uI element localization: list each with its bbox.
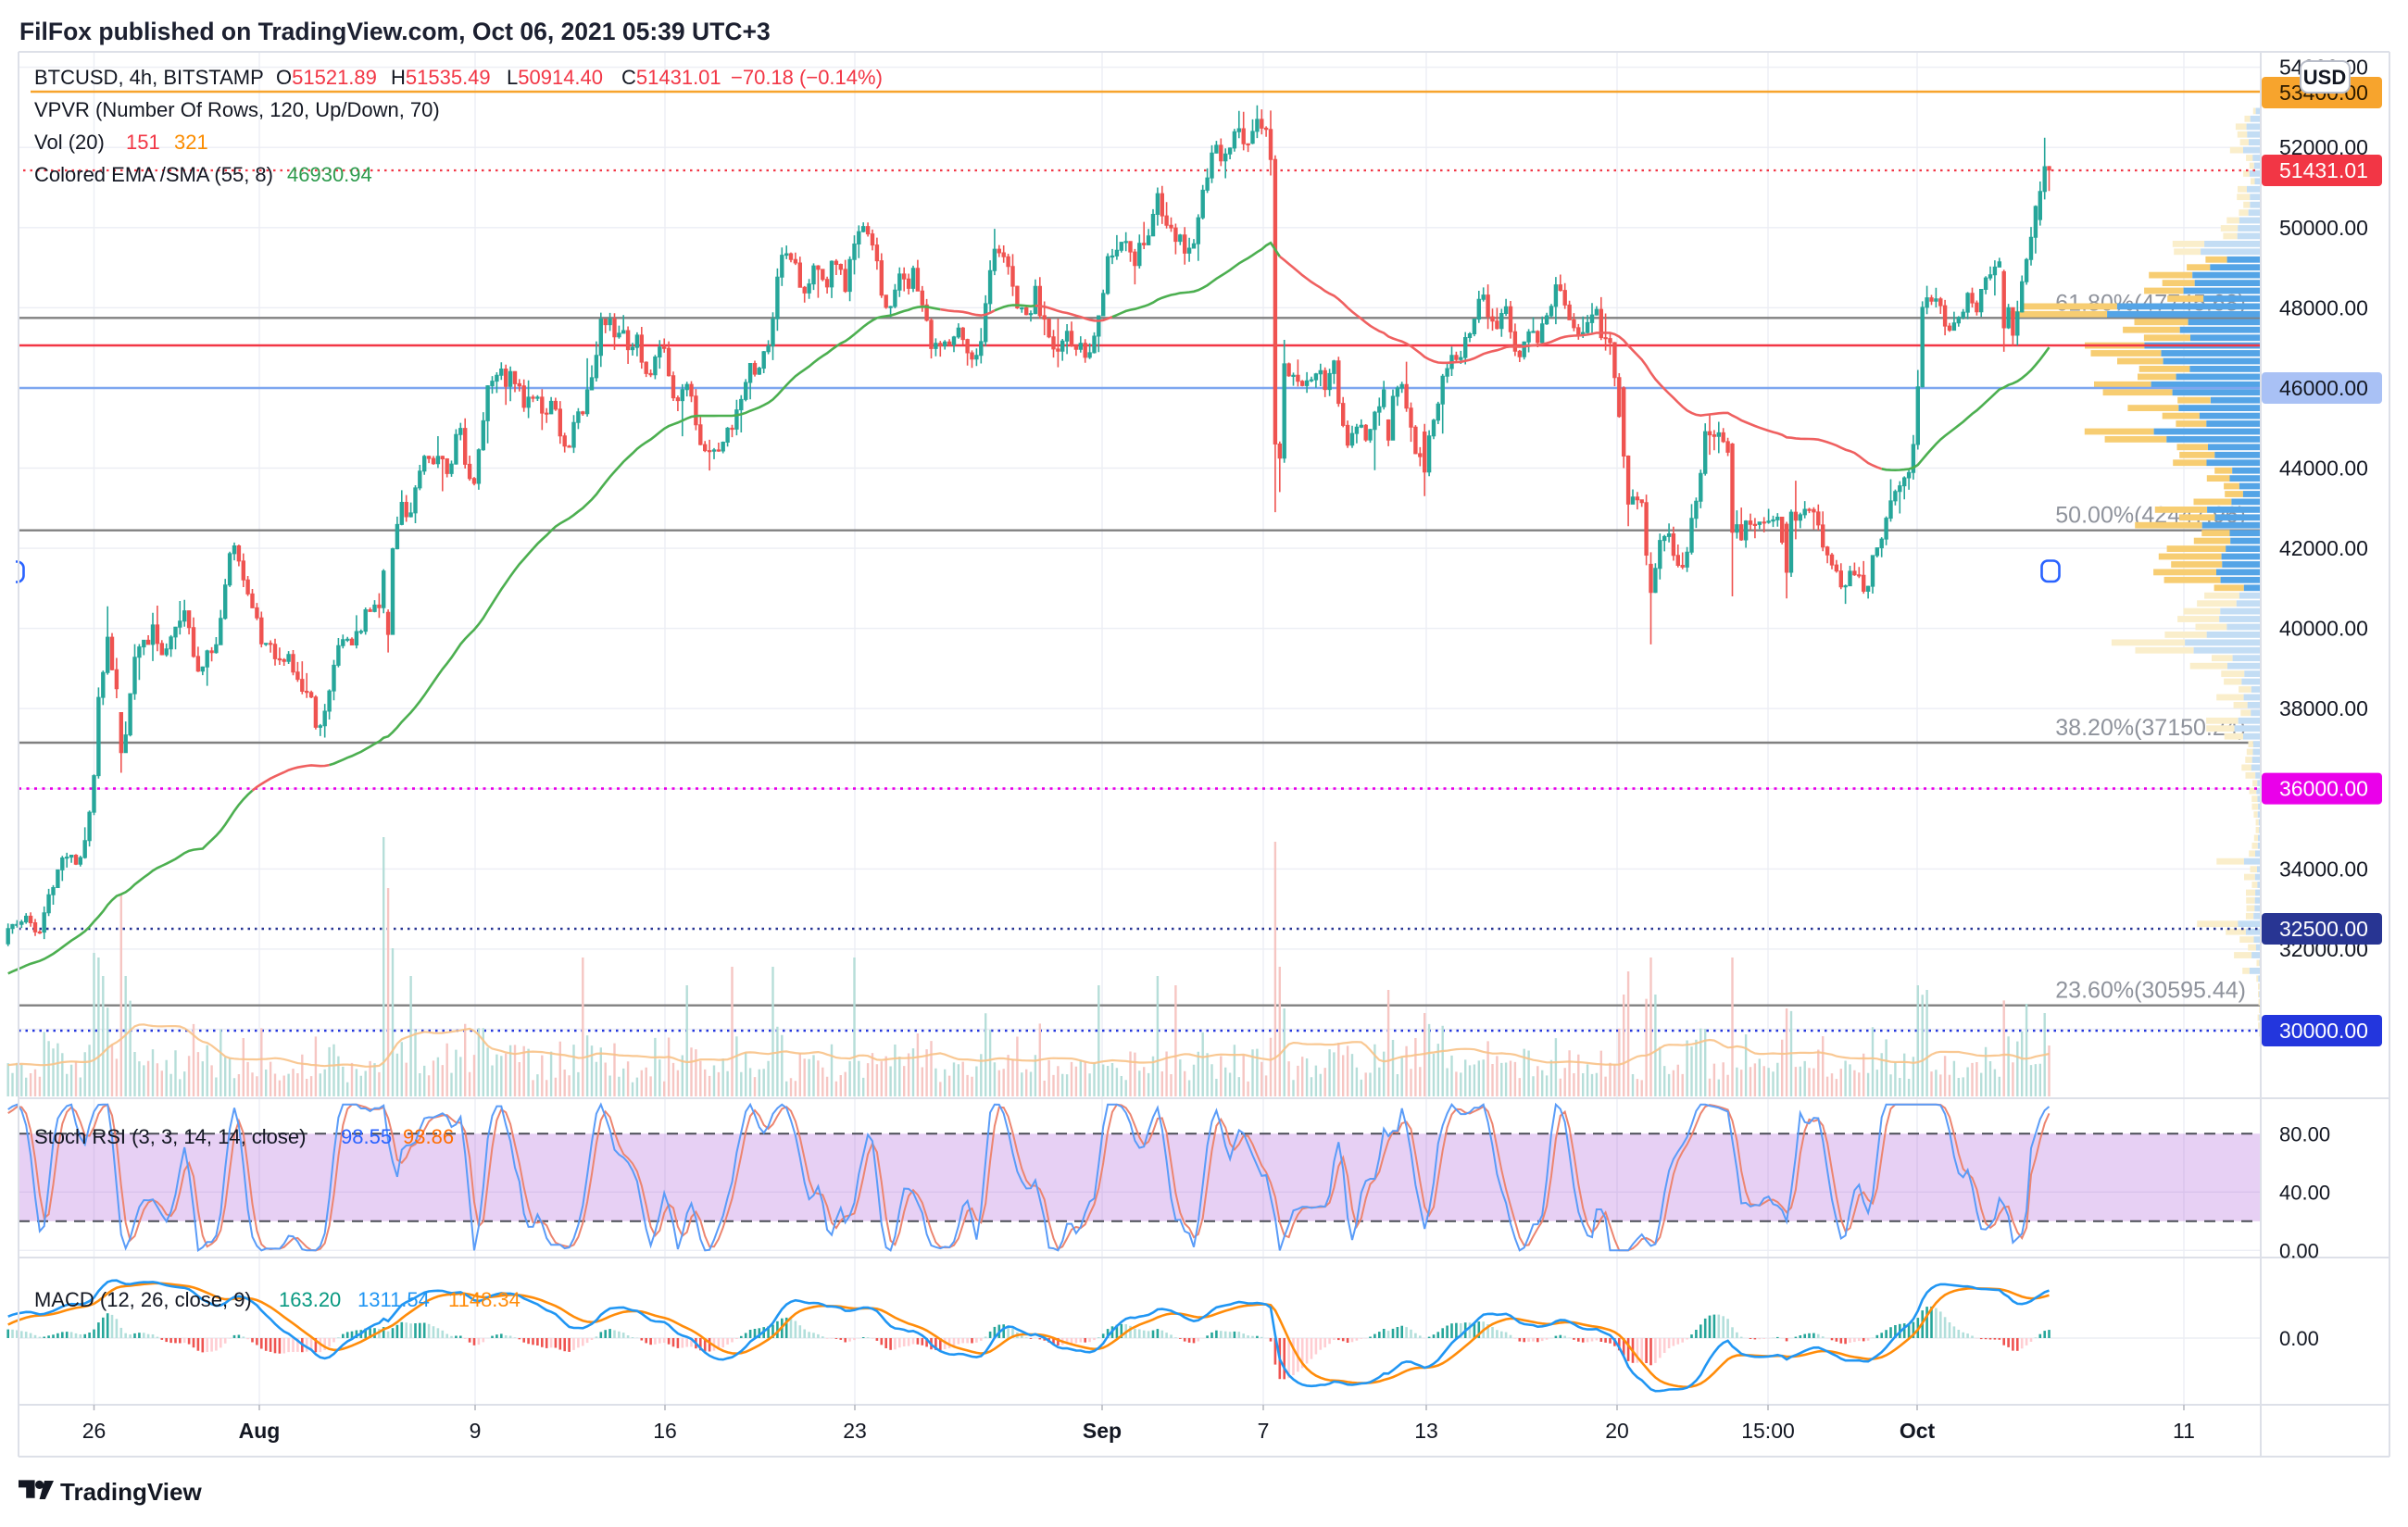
svg-text:0.00: 0.00 [2279, 1239, 2319, 1262]
svg-text:USD: USD [2303, 66, 2346, 89]
svg-text:15:00: 15:00 [1741, 1419, 1795, 1443]
svg-text:Colored EMA /SMA (55, 8): Colored EMA /SMA (55, 8) [34, 163, 273, 186]
svg-text:151: 151 [126, 131, 160, 154]
svg-text:−70.18 (−0.14%): −70.18 (−0.14%) [731, 66, 883, 89]
svg-text:Oct: Oct [1900, 1419, 1936, 1443]
svg-text:30000.00: 30000.00 [2279, 1019, 2368, 1043]
svg-text:O51521.89: O51521.89 [276, 66, 377, 89]
svg-text:23: 23 [843, 1419, 867, 1443]
svg-text:C51431.01: C51431.01 [621, 66, 721, 89]
svg-text:Sep: Sep [1083, 1419, 1122, 1443]
svg-text:163.20: 163.20 [279, 1288, 341, 1311]
svg-text:13: 13 [1414, 1419, 1438, 1443]
svg-text:23.60%(30595.44): 23.60%(30595.44) [2055, 978, 2246, 1004]
svg-text:46000.00: 46000.00 [2279, 376, 2368, 400]
svg-text:Aug: Aug [239, 1419, 281, 1443]
svg-text:H51535.49: H51535.49 [391, 66, 491, 89]
svg-text:FilFox published on TradingVie: FilFox published on TradingView.com, Oct… [19, 18, 771, 45]
svg-text:BTCUSD, 4h, BITSTAMP: BTCUSD, 4h, BITSTAMP [34, 66, 264, 89]
svg-text:1311.54: 1311.54 [357, 1288, 430, 1311]
svg-text:L50914.40: L50914.40 [507, 66, 603, 89]
svg-text:0.00: 0.00 [2279, 1327, 2319, 1350]
svg-text:26: 26 [82, 1419, 107, 1443]
svg-text:93.86: 93.86 [403, 1125, 454, 1148]
svg-text:50000.00: 50000.00 [2279, 216, 2368, 240]
svg-text:36000.00: 36000.00 [2279, 777, 2368, 801]
svg-text:Vol (20): Vol (20) [34, 131, 105, 154]
svg-text:9: 9 [470, 1419, 482, 1443]
svg-text:40000.00: 40000.00 [2279, 617, 2368, 641]
svg-text:MACD (12, 26, close, 9): MACD (12, 26, close, 9) [34, 1288, 252, 1311]
svg-text:321: 321 [174, 131, 208, 154]
svg-text:11: 11 [2173, 1419, 2195, 1443]
svg-text:80.00: 80.00 [2279, 1122, 2330, 1145]
svg-text:7: 7 [1258, 1419, 1270, 1443]
svg-text:34000.00: 34000.00 [2279, 857, 2368, 881]
svg-text:16: 16 [653, 1419, 677, 1443]
svg-text:48000.00: 48000.00 [2279, 295, 2368, 319]
svg-text:20: 20 [1605, 1419, 1629, 1443]
svg-text:VPVR (Number Of Rows, 120, Up/: VPVR (Number Of Rows, 120, Up/Down, 70) [34, 98, 440, 121]
svg-text:32500.00: 32500.00 [2279, 917, 2368, 941]
svg-text:98.55: 98.55 [341, 1125, 392, 1148]
svg-text:TradingView: TradingView [60, 1478, 202, 1506]
svg-text:40.00: 40.00 [2279, 1181, 2330, 1204]
svg-text:51431.01: 51431.01 [2279, 158, 2368, 182]
svg-text:42000.00: 42000.00 [2279, 536, 2368, 560]
svg-text:1148.34: 1148.34 [448, 1288, 520, 1311]
svg-text:44000.00: 44000.00 [2279, 457, 2368, 481]
svg-text:38000.00: 38000.00 [2279, 696, 2368, 720]
svg-text:46930.94: 46930.94 [287, 163, 372, 186]
svg-text:Stoch RSI (3, 3, 14, 14, close: Stoch RSI (3, 3, 14, 14, close) [34, 1125, 306, 1148]
